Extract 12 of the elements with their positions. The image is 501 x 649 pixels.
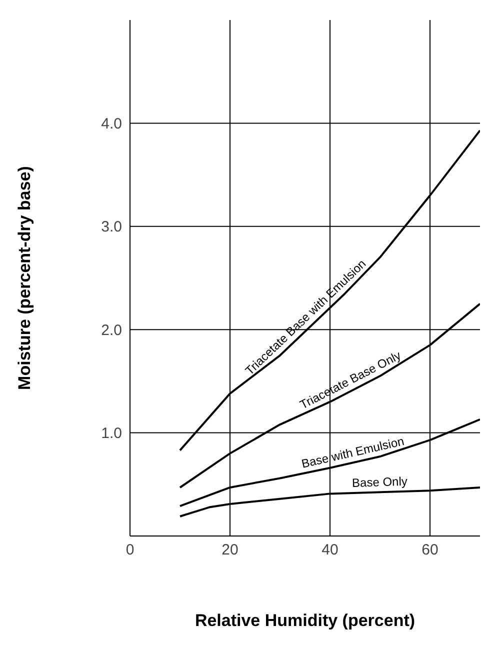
series-label: Base Only xyxy=(352,474,408,490)
y-tick-label: 2.0 xyxy=(101,322,122,339)
y-tick-label: 1.0 xyxy=(101,425,122,442)
x-tick-label: 40 xyxy=(322,542,338,559)
x-axis-title: Relative Humidity (percent) xyxy=(194,611,416,630)
text: Base with Emulsion xyxy=(300,434,406,471)
y-tick-label: 3.0 xyxy=(101,218,122,236)
x-tick-label: 60 xyxy=(422,542,438,559)
x-tick-label: 20 xyxy=(222,542,238,559)
y-tick-label: 4.0 xyxy=(101,116,122,133)
y-axis-title: Moisture (percent-dry base) xyxy=(15,166,34,390)
x-tick-label: 0 xyxy=(126,542,134,559)
